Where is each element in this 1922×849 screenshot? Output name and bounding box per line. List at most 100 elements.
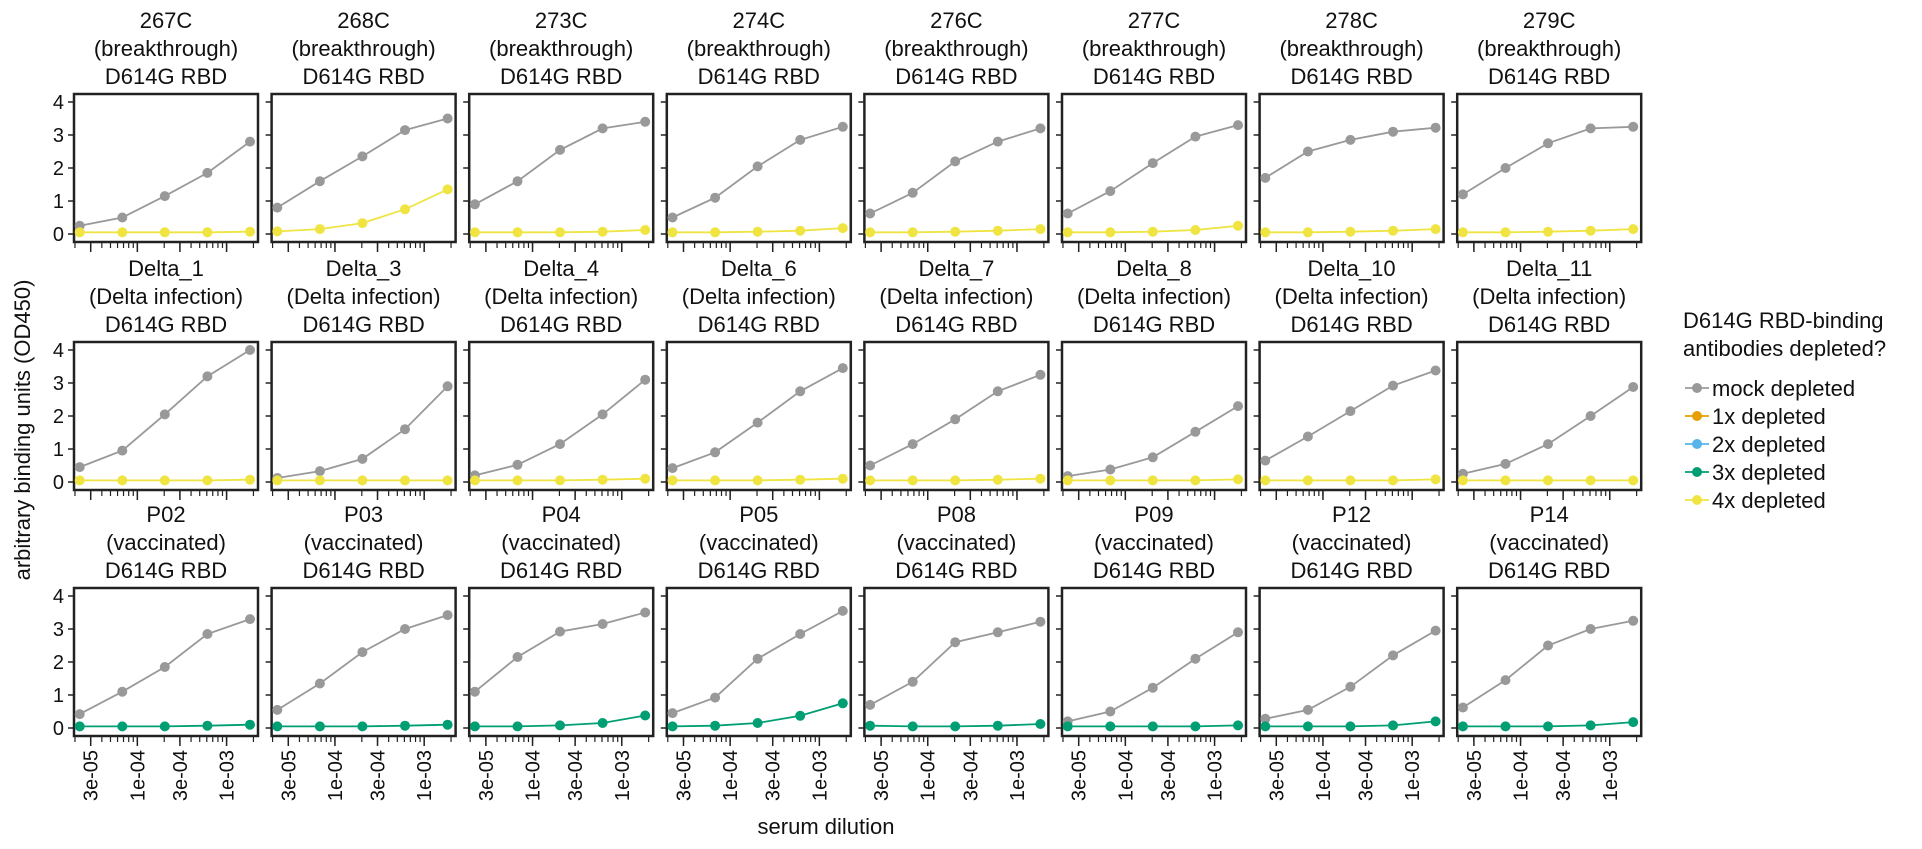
data-point (272, 721, 283, 732)
panel-Delta_1: Delta_1 (Delta infection) D614G RBD 0 1 2 3 4 (53, 256, 260, 500)
y-tick-label: 2 (53, 158, 64, 180)
x-tick-label: 1e-04 (918, 750, 940, 801)
x-tick-label: 3e-04 (960, 750, 982, 801)
data-point (1062, 475, 1073, 486)
data-point (1233, 120, 1243, 131)
data-point (357, 647, 368, 658)
data-point (1585, 411, 1596, 421)
panel-title-line: D614G RBD (500, 312, 622, 337)
panel-title-line: D614G RBD (1093, 312, 1215, 337)
panel-title-line: D614G RBD (302, 558, 424, 583)
panel-frame (467, 340, 655, 492)
data-point (245, 136, 255, 147)
panel-title-line: (vaccinated) (896, 530, 1016, 555)
data-point (667, 212, 678, 223)
data-point (1585, 720, 1596, 731)
panel-title-line: P03 (344, 502, 383, 527)
data-point (752, 417, 763, 428)
y-axis-label: arbitrary binding units (OD450) (10, 280, 35, 581)
data-point (469, 686, 480, 697)
data-point (950, 156, 961, 167)
panel-title-line: 279C (1523, 8, 1576, 33)
panel-title-line: (vaccinated) (1489, 530, 1609, 555)
data-point (1628, 615, 1639, 626)
panel-Delta_10: Delta_10 (Delta infection) D614G RBD (1253, 256, 1445, 500)
x-tick-label: 3e-05 (278, 750, 300, 801)
panel-frame (270, 340, 457, 492)
panel-title-line: P02 (146, 502, 185, 527)
y-tick-label: 3 (53, 373, 64, 395)
panel-P05: P05 (vaccinated) D614G RBD 3e-05 1e-04 3e-04 1… (660, 502, 853, 801)
data-point (512, 176, 523, 187)
data-point (1457, 189, 1468, 200)
data-point (555, 475, 565, 486)
data-point (837, 363, 848, 374)
data-point (1345, 226, 1356, 237)
data-point (907, 187, 918, 198)
data-point (667, 708, 678, 719)
data-point (1500, 721, 1511, 732)
data-point (1388, 650, 1398, 661)
legend-swatch-marker (1692, 383, 1702, 393)
data-point (992, 386, 1003, 397)
data-point (469, 721, 480, 732)
panel-title-line: P12 (1332, 502, 1371, 527)
data-point (1062, 208, 1073, 219)
series-line-mock-depleted (276, 117, 448, 209)
data-point (865, 227, 876, 238)
data-point (1260, 721, 1271, 732)
data-point (1302, 431, 1313, 442)
panel-P12: P12 (vaccinated) D614G RBD 3e-05 1e-04 3e-04 1… (1253, 502, 1445, 801)
data-point (1062, 721, 1073, 732)
series-line-mock-depleted (1265, 629, 1437, 720)
series-line-mock-depleted (1067, 405, 1239, 477)
data-point (1190, 131, 1201, 142)
data-point (865, 460, 876, 471)
data-point (1345, 721, 1356, 732)
panel-title-line: (vaccinated) (699, 530, 819, 555)
x-tick-label: 3e-05 (673, 750, 695, 801)
x-tick-label: 1e-03 (217, 750, 239, 801)
legend-item: 2x depleted (1685, 432, 1826, 457)
data-point (752, 475, 763, 486)
panel-frame (270, 586, 457, 738)
data-point (1585, 624, 1596, 634)
data-point (1500, 458, 1511, 469)
data-point (1302, 704, 1313, 715)
series-line-mock-depleted (672, 125, 844, 219)
data-point (1302, 475, 1313, 486)
data-point (1035, 719, 1046, 729)
data-point (1260, 227, 1271, 238)
series-line-mock-depleted (1462, 619, 1634, 709)
data-point (907, 227, 918, 238)
panel-title-line: D614G RBD (1488, 64, 1610, 89)
panel-title-line: D614G RBD (1488, 558, 1610, 583)
data-point (400, 424, 410, 435)
data-point (865, 720, 876, 731)
panel-title-line: (breakthrough) (489, 36, 633, 61)
panel-frame (467, 586, 655, 738)
x-tick-label: 3e-05 (1069, 750, 1091, 801)
legend-item: 3x depleted (1685, 460, 1826, 485)
x-tick-label: 3e-04 (1356, 750, 1378, 801)
legend-label: 4x depleted (1712, 488, 1826, 513)
data-point (1585, 123, 1596, 134)
data-point (1035, 123, 1046, 134)
x-tick-label: 1e-03 (1007, 750, 1029, 801)
data-point (795, 474, 806, 485)
data-point (597, 619, 608, 629)
panel-title-line: 277C (1128, 8, 1181, 33)
legend-swatch-marker (1692, 495, 1702, 505)
panel-Delta_4: Delta_4 (Delta infection) D614G RBD (463, 256, 655, 500)
panel-title-line: P05 (739, 502, 778, 527)
data-point (512, 459, 523, 470)
y-tick-label: 0 (53, 224, 64, 246)
x-tick-label: 3e-04 (565, 750, 587, 801)
data-point (469, 199, 480, 210)
legend-item: mock depleted (1685, 376, 1855, 401)
data-point (357, 218, 368, 229)
panel-268C: 268C (breakthrough) D614G RBD (265, 8, 457, 252)
data-point (1190, 426, 1201, 437)
legend-label: mock depleted (1712, 376, 1855, 401)
panel-title-line: (breakthrough) (687, 36, 831, 61)
